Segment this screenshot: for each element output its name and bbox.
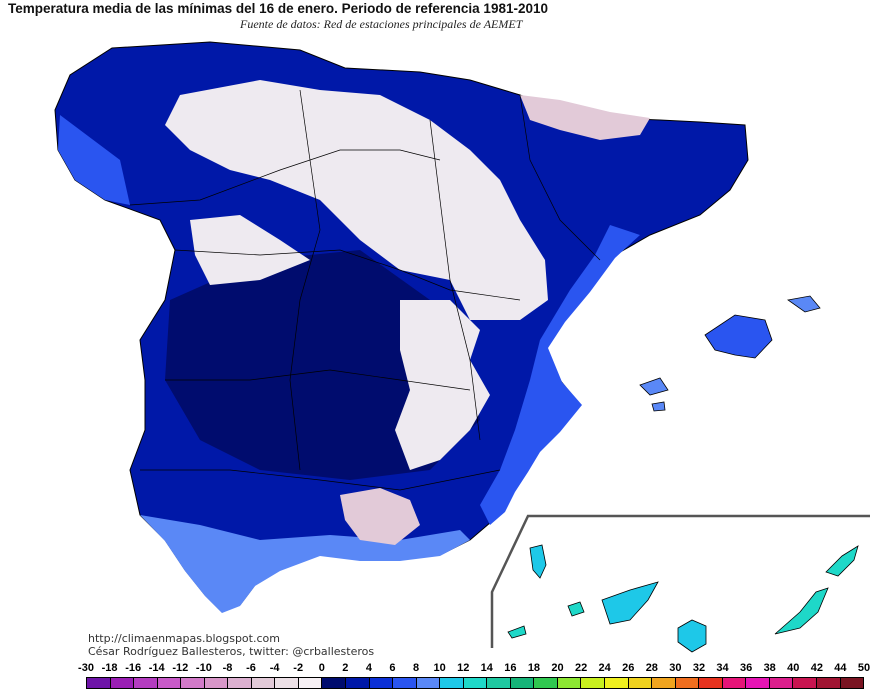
- fuerteventura: [774, 587, 829, 635]
- legend-label: 6: [389, 662, 396, 674]
- legend-label: 30: [669, 662, 682, 674]
- legend-swatch: [699, 678, 723, 688]
- legend-swatch: [346, 678, 370, 688]
- legend-label: 12: [457, 662, 470, 674]
- legend-swatch: [275, 678, 299, 688]
- legend-swatch: [228, 678, 252, 688]
- balearic-islands: [639, 295, 821, 412]
- legend-label: 14: [480, 662, 493, 674]
- author-credit: César Rodríguez Ballesteros, twitter: @c…: [88, 645, 375, 658]
- legend-label: 34: [716, 662, 729, 674]
- legend-label: -30: [78, 662, 94, 674]
- legend-label: 8: [412, 662, 420, 674]
- north-plateau-frost: [165, 80, 548, 320]
- temperature-map: [54, 41, 870, 653]
- legend-swatch: [793, 678, 817, 688]
- legend-swatch: [581, 678, 606, 688]
- legend-label: 4: [365, 662, 372, 674]
- legend-labels: -30 -18 -16 -14 -12 -10 -8 -6 -4 -2 0 2 4 6 8 10 12 14 16 1…: [78, 662, 870, 676]
- east-coast-band: [480, 225, 640, 525]
- legend-swatch: [157, 678, 182, 688]
- menorca: [786, 295, 821, 313]
- el-hierro: [507, 625, 527, 639]
- legend-label: 16: [504, 662, 517, 674]
- legend-swatch: [134, 678, 158, 688]
- legend-label: 42: [810, 662, 823, 674]
- legend-swatch: [652, 678, 676, 688]
- legend-swatch: [463, 678, 488, 688]
- legend-label: -10: [195, 662, 212, 674]
- legend-swatch: [769, 678, 794, 688]
- legend-swatch: [840, 678, 864, 688]
- legend-label: 36: [739, 662, 753, 674]
- legend-label: -16: [125, 662, 142, 674]
- canary-inset-frame: [490, 514, 870, 648]
- legend-label: -6: [246, 662, 256, 674]
- legend-label: 24: [598, 662, 611, 674]
- legend-label: -12: [172, 662, 189, 674]
- legend-swatch: [181, 678, 205, 688]
- legend-label: 40: [787, 662, 800, 674]
- legend-swatch: [298, 678, 323, 688]
- legend-swatch: [628, 678, 653, 688]
- legend-label: 22: [574, 662, 588, 674]
- formentera: [651, 401, 666, 412]
- central-frost: [190, 215, 310, 285]
- canary-islands: [507, 544, 859, 653]
- galicia-coast: [58, 115, 130, 205]
- legend-label: 44: [834, 662, 847, 674]
- legend-label: -8: [222, 662, 233, 674]
- legend-swatch: [675, 678, 700, 688]
- la-gomera: [567, 601, 585, 617]
- legend-label: 0: [318, 662, 325, 674]
- blog-credit[interactable]: http://climaenmapas.blogspot.com: [88, 632, 280, 645]
- legend-swatch: [510, 678, 535, 688]
- legend-swatch: [251, 678, 276, 688]
- legend-label: 50: [857, 662, 870, 674]
- legend-label: 10: [433, 662, 446, 674]
- map-title: Temperatura media de las mínimas del 16 …: [8, 1, 548, 16]
- legend-swatch: [369, 678, 394, 688]
- legend-label: 20: [551, 662, 564, 674]
- ibiza: [639, 377, 669, 396]
- region-boundaries: [129, 89, 601, 491]
- pyrenees-frost: [520, 95, 650, 140]
- legend-swatch: [722, 678, 747, 688]
- legend-swatch: [487, 678, 511, 688]
- legend-swatch: [416, 678, 441, 688]
- legend-label: 2: [342, 662, 349, 674]
- legend-label: -4: [269, 662, 280, 674]
- south-east-frost: [395, 300, 490, 470]
- legend-swatch: [110, 678, 135, 688]
- legend-swatch: [816, 678, 841, 688]
- legend-color-bar: [86, 677, 864, 689]
- legend-swatch: [746, 678, 770, 688]
- legend-swatch: [393, 678, 417, 688]
- legend-swatch: [322, 678, 347, 688]
- legend-label: 38: [763, 662, 776, 674]
- legend-swatch: [605, 678, 629, 688]
- map-subtitle: Fuente de datos: Red de estaciones princ…: [240, 17, 523, 31]
- legend-swatch: [557, 678, 582, 688]
- legend-swatch: [440, 678, 464, 688]
- legend-swatch: [204, 678, 229, 688]
- sierra-nevada-frost: [340, 488, 420, 545]
- legend-swatch: [87, 678, 111, 688]
- legend-label: -18: [101, 662, 118, 674]
- la-palma: [529, 544, 547, 579]
- legend-label: 28: [645, 662, 658, 674]
- legend-label: -2: [293, 662, 304, 674]
- mallorca: [704, 314, 773, 359]
- lanzarote: [825, 545, 859, 577]
- tenerife: [601, 581, 659, 625]
- legend-label: 18: [527, 662, 541, 674]
- gran-canaria: [677, 619, 707, 653]
- legend-label: -14: [148, 662, 165, 674]
- legend-label: 26: [622, 662, 635, 674]
- legend-label: 32: [692, 662, 706, 674]
- legend-swatch: [534, 678, 558, 688]
